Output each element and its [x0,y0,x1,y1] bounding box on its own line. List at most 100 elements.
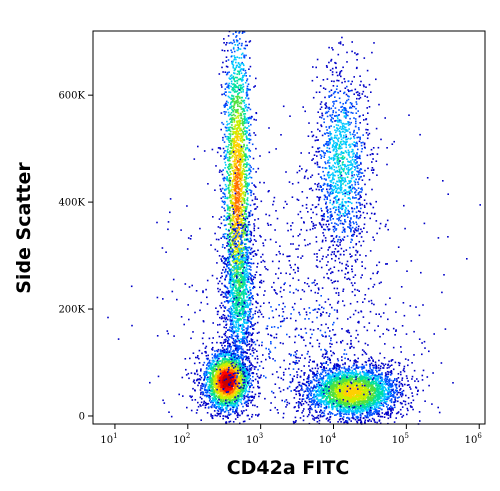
data-point [240,192,242,195]
data-point [256,355,259,358]
data-point [203,388,206,390]
data-point [230,121,232,123]
data-point [214,365,217,368]
data-point [202,391,204,393]
data-point [238,380,241,383]
data-point [241,249,243,251]
data-point [236,335,238,337]
data-point [232,393,234,396]
data-point [234,189,236,191]
data-point [232,273,234,275]
data-point [224,350,227,352]
data-point [233,251,235,253]
data-point [235,95,237,98]
data-point [220,369,223,371]
data-point [211,403,214,406]
data-point [242,369,244,371]
data-point [228,82,230,85]
data-point [256,332,259,334]
data-point [238,348,241,350]
data-point [248,382,250,384]
data-point [210,363,212,366]
data-point [241,379,244,382]
data-point [231,186,233,188]
data-point [220,364,223,367]
data-point [228,421,230,423]
data-point [242,153,244,156]
data-point [235,287,238,290]
data-point [243,73,246,75]
data-point [224,360,226,362]
data-point [230,200,233,203]
data-point [236,337,239,339]
data-point [245,75,247,77]
data-point [197,355,199,357]
data-point [247,97,250,100]
data-point [255,271,258,273]
data-point [226,166,229,169]
data-point [239,185,241,187]
data-point [228,196,230,199]
data-point [219,388,221,390]
data-point [232,64,235,66]
data-point [240,367,243,370]
data-point [231,204,234,207]
data-point [233,171,235,174]
data-point [239,168,242,171]
data-point [229,137,231,139]
data-point [225,228,227,231]
data-point [209,372,212,374]
data-point [233,223,235,226]
data-point [241,61,243,64]
data-point [226,73,229,75]
data-point [239,390,241,393]
data-point [230,152,232,154]
data-point [227,353,230,355]
data-point [232,110,235,113]
data-point [217,371,220,374]
data-point [225,219,228,221]
data-point [230,228,233,231]
data-point [234,126,236,128]
data-point [232,202,235,204]
data-point [217,377,220,380]
data-point [219,304,221,307]
data-point [246,117,249,119]
data-point [211,383,214,386]
data-point [227,354,230,357]
data-point [234,166,237,169]
data-point [239,97,241,99]
data-point [206,378,208,381]
data-point [225,258,227,260]
data-point [243,278,245,281]
data-point [226,382,228,384]
data-point [233,313,236,316]
data-point [233,156,236,158]
data-point [228,354,231,356]
data-point [230,308,232,310]
data-point [242,357,244,359]
data-point [230,286,232,289]
data-point [238,213,240,215]
data-point [245,166,248,168]
data-point [246,352,248,354]
data-point [227,236,230,239]
data-point [231,383,233,385]
data-point [231,335,234,337]
data-point [246,44,248,47]
data-point [234,224,237,226]
data-point [253,366,256,368]
data-point [239,309,242,312]
data-point [241,171,244,174]
data-point [240,385,243,387]
data-point [240,129,243,132]
data-point [227,184,230,186]
data-point [202,392,205,395]
data-point [245,188,247,191]
data-point [230,232,232,235]
data-point [200,385,202,387]
data-point [238,71,240,74]
data-point [246,162,248,164]
data-point [224,386,226,388]
data-point [232,67,235,69]
